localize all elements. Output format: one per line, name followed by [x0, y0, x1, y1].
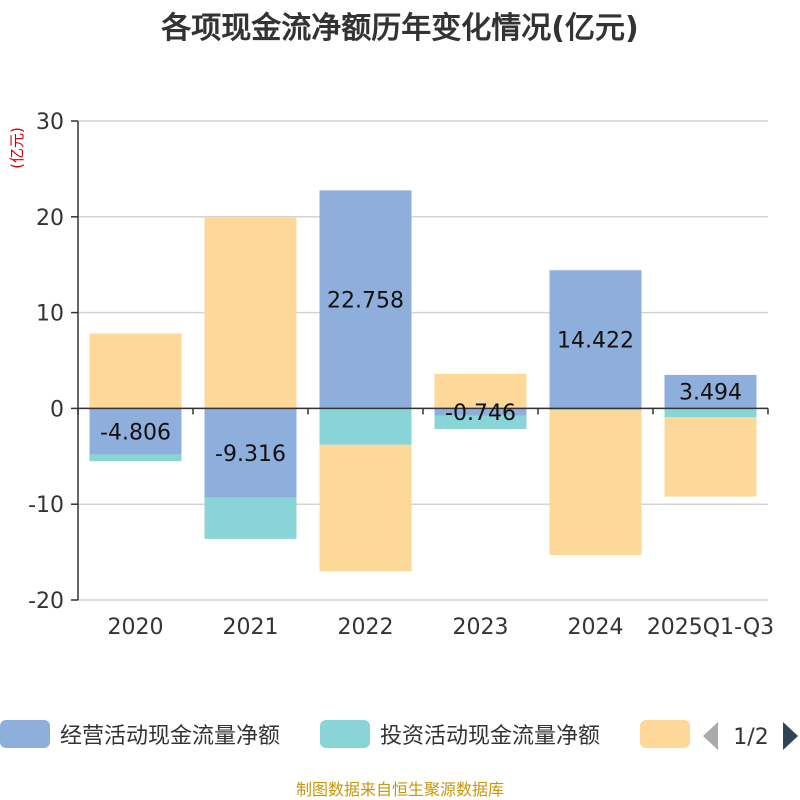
legend-item[interactable]: 投资活动现金流量净额	[320, 720, 600, 749]
bar-1-2023	[434, 408, 527, 416]
data-labels: -4.806 -9.316 22.758 -0.746 14.422 3.494	[100, 288, 742, 467]
chart-title: 各项现金流净额历年变化情况(亿元)	[160, 11, 638, 46]
bar-3-2025Q1-Q3	[664, 417, 757, 497]
legend-swatch	[640, 720, 690, 748]
legend-label: 投资活动现金流量净额	[380, 724, 600, 749]
legend-label: 经营活动现金流量净额	[60, 724, 280, 749]
bar-1-2025Q1-Q3	[664, 374, 757, 409]
y-tick-label: 20	[36, 206, 64, 231]
axes	[77, 121, 769, 600]
legend-item[interactable]: 经营活动现金流量净额	[0, 720, 280, 749]
legend-swatch	[320, 720, 370, 748]
data-label: 22.758	[327, 288, 404, 313]
legend-swatch	[0, 720, 50, 748]
tick-labels: 30 20 10 0 -10 -20 2020 2021 2022 2023 2024 2025Q1-…	[28, 110, 774, 640]
y-tick-label: 10	[36, 302, 64, 327]
bar-3-2022	[319, 444, 412, 572]
x-tick-label: 2023	[453, 615, 509, 640]
bar-1-2021	[204, 408, 297, 498]
legend: 经营活动现金流量净额 投资活动现金流量净额	[0, 720, 690, 749]
bar-2-2020	[89, 454, 182, 462]
bar-2-2021	[204, 497, 297, 539]
bar-1-2024	[549, 270, 642, 409]
source-note: 制图数据来自恒生聚源数据库	[296, 780, 504, 799]
data-label: -0.746	[445, 401, 516, 426]
y-tick-label: -20	[28, 589, 64, 614]
bar-2-2025Q1-Q3	[664, 408, 757, 418]
bar-2-2022	[319, 408, 412, 445]
bar-1-2020	[89, 408, 182, 455]
y-tick-label: 30	[36, 110, 64, 135]
bar-2-2023	[434, 415, 527, 429]
bar-3-2020	[89, 333, 182, 409]
x-tick-label: 2025Q1-Q3	[647, 615, 774, 640]
data-label: 14.422	[557, 328, 634, 353]
y-axis-label: (亿元)	[8, 127, 26, 169]
prev-page-icon[interactable]	[703, 722, 718, 750]
pager-label: 1/2	[733, 725, 768, 750]
data-label: 3.494	[679, 381, 742, 406]
bar-3-2024	[549, 410, 642, 555]
bar-3-2023	[434, 373, 527, 409]
bar-2-2024	[549, 408, 642, 411]
x-tick-label: 2024	[568, 615, 624, 640]
bars	[89, 190, 757, 572]
y-tick-label: 0	[50, 397, 64, 422]
data-label: -9.316	[215, 442, 286, 467]
bar-1-2022	[319, 190, 412, 409]
x-tick-label: 2020	[108, 615, 164, 640]
next-page-icon[interactable]	[783, 722, 798, 750]
data-label: -4.806	[100, 420, 171, 445]
bar-3-2021	[204, 217, 297, 409]
x-tick-label: 2021	[223, 615, 279, 640]
legend-pager[interactable]: 1/2	[703, 722, 798, 750]
x-tick-label: 2022	[338, 615, 394, 640]
legend-item[interactable]	[640, 720, 690, 748]
y-tick-label: -10	[28, 493, 64, 518]
